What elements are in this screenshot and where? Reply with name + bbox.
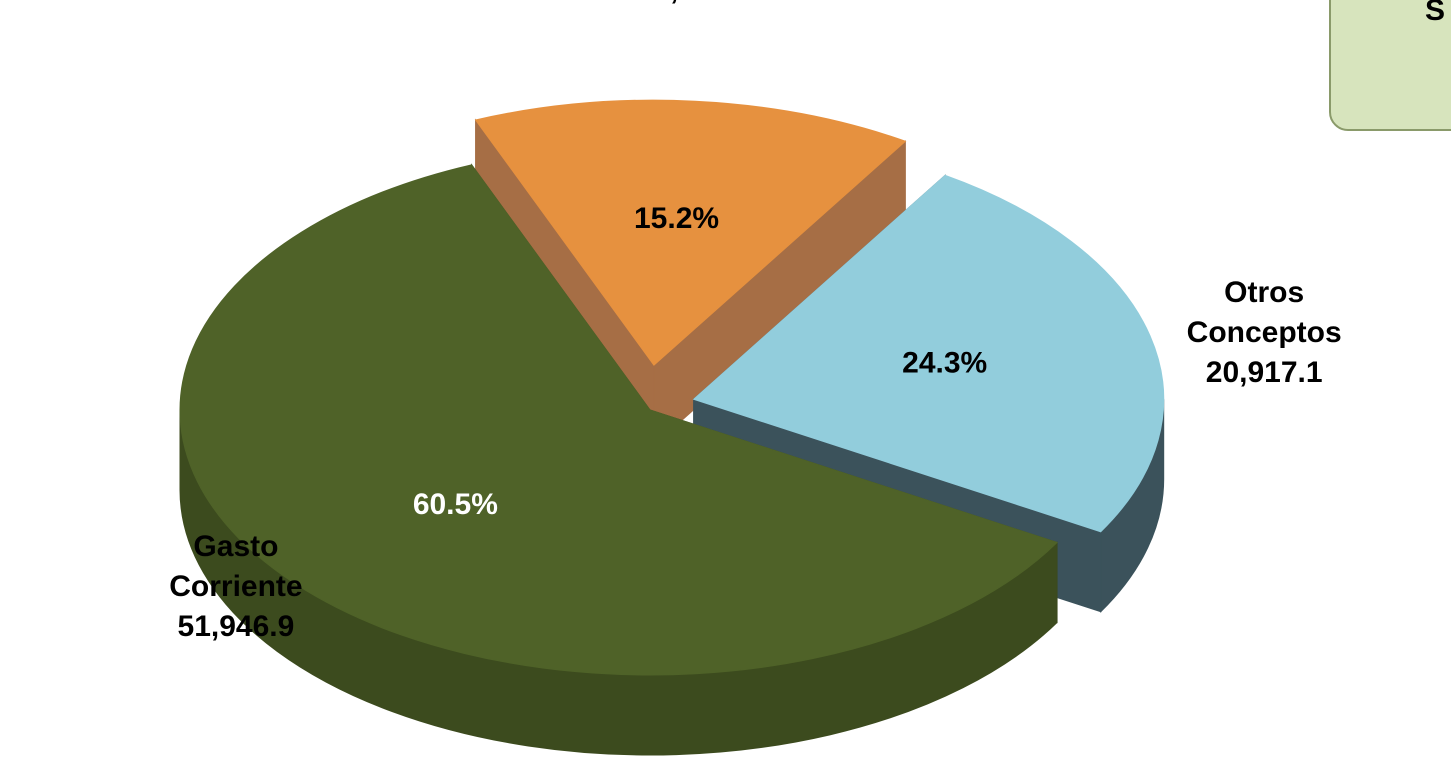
slice [692, 174, 1165, 533]
percentage-label: 15.2% [634, 202, 719, 235]
percentage-label: 60.5% [413, 488, 498, 521]
category-label: Otros Conceptos [1187, 276, 1342, 349]
value-label: 51,946.9 [178, 610, 295, 643]
note-text: S [1425, 0, 1445, 27]
slice [179, 164, 1058, 676]
category-label: Gasto Corriente [169, 530, 302, 603]
note-box [1329, 0, 1451, 131]
percentage-label: 24.3% [902, 346, 987, 379]
slice [474, 99, 907, 366]
value-label: 13,039.7 [637, 0, 754, 6]
value-label: 20,917.1 [1206, 356, 1323, 389]
